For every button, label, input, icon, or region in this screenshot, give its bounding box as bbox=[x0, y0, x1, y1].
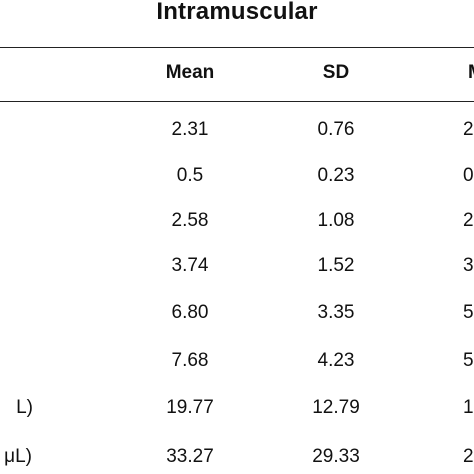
cell-clipped: 5 bbox=[463, 350, 474, 371]
header-clipped: M bbox=[468, 62, 474, 84]
cell-sd: 1.08 bbox=[317, 210, 355, 231]
cell-clipped: 2 bbox=[463, 119, 474, 140]
cell-mean: 2.58 bbox=[171, 210, 209, 231]
cell-mean: 19.77 bbox=[166, 397, 214, 418]
cell-mean: 0.5 bbox=[176, 165, 204, 186]
cell-sd: 0.76 bbox=[317, 119, 355, 140]
row-label: L) bbox=[16, 397, 33, 418]
cell-clipped: 0 bbox=[463, 165, 474, 186]
group-title: Intramuscular bbox=[156, 0, 318, 25]
cell-clipped: 2 bbox=[463, 446, 474, 467]
cell-sd: 3.35 bbox=[317, 302, 355, 323]
header-mean: Mean bbox=[165, 62, 215, 83]
top-rule bbox=[0, 47, 474, 48]
cell-sd: 12.79 bbox=[312, 397, 360, 418]
row-label: μL) bbox=[4, 446, 32, 467]
cell-clipped: 1 bbox=[463, 397, 474, 418]
header-sd: SD bbox=[322, 62, 350, 83]
cell-clipped: 3 bbox=[463, 255, 474, 276]
cell-clipped: 2 bbox=[463, 210, 474, 231]
cell-mean: 3.74 bbox=[171, 255, 209, 276]
cell-mean: 6.80 bbox=[171, 302, 209, 323]
cell-sd: 1.52 bbox=[317, 255, 355, 276]
cell-sd: 0.23 bbox=[317, 165, 355, 186]
cell-mean: 2.31 bbox=[171, 119, 209, 140]
cell-sd: 4.23 bbox=[317, 350, 355, 371]
cell-sd: 29.33 bbox=[312, 446, 360, 467]
cell-mean: 33.27 bbox=[166, 446, 214, 467]
cell-mean: 7.68 bbox=[171, 350, 209, 371]
header-rule bbox=[0, 101, 474, 102]
cell-clipped: 5 bbox=[463, 302, 474, 323]
